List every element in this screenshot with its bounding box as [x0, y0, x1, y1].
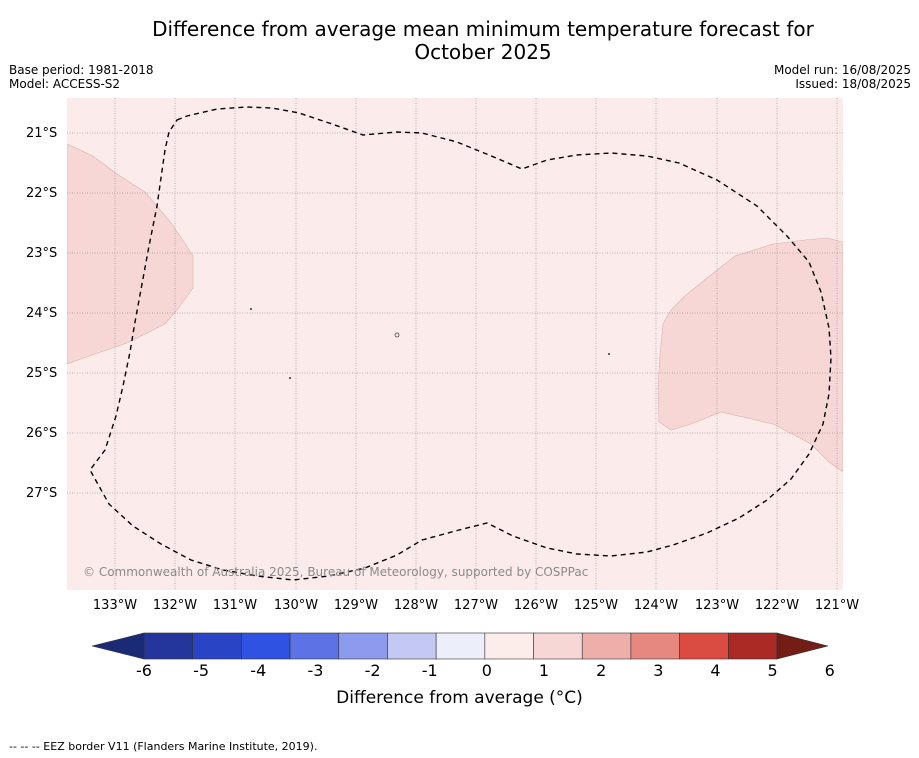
lon-label: 130°W [273, 598, 319, 613]
eez-border [89, 106, 832, 581]
colorbar-segment [241, 632, 291, 660]
colorbar-tick-label: -6 [136, 661, 152, 680]
colorbar-segment [435, 632, 486, 660]
lon-label: 126°W [513, 598, 559, 613]
map-panel [67, 98, 843, 590]
map-title-line1: Difference from average mean minimum tem… [152, 17, 814, 41]
anomaly-region-east [657, 237, 843, 473]
colorbar-tick-label: 6 [824, 661, 835, 680]
island [289, 377, 291, 379]
colorbar-segment [143, 632, 193, 660]
lat-label: 22°S [26, 186, 58, 201]
lon-label: 121°W [814, 598, 860, 613]
colorbar-segment [192, 632, 242, 660]
latitude-gridlines [67, 132, 843, 494]
map-metadata-right: Model run: 16/08/2025 Issued: 18/08/2025 [774, 63, 911, 91]
model-run-text: Model run: 16/08/2025 [773, 63, 911, 77]
base-period-text: Base period: 1981-2018 [9, 63, 154, 77]
lon-label: 127°W [453, 598, 499, 613]
colorbar-tick-label: 5 [767, 661, 778, 680]
colorbar-tick-label: 4 [710, 661, 721, 680]
map-title-line2: October 2025 [414, 40, 552, 64]
colorbar-over-arrow [776, 632, 829, 660]
colorbar-tick-label: 0 [481, 661, 492, 680]
issued-text: Issued: 18/08/2025 [795, 77, 911, 91]
colorbar-tick-label: 1 [538, 661, 550, 680]
map-metadata-left: Base period: 1981-2018 Model: ACCESS-S2 [9, 63, 154, 91]
lon-label: 124°W [633, 598, 679, 613]
colorbar-tick-label: -3 [307, 661, 324, 680]
colorbar-tick-label: -5 [193, 661, 210, 680]
colorbar-tick-label: -4 [250, 661, 267, 680]
lon-label: 129°W [333, 598, 379, 613]
copyright-notice: © Commonwealth of Australia 2025, Bureau… [83, 565, 589, 579]
lat-label: 25°S [26, 366, 58, 381]
lon-label: 122°W [754, 598, 800, 613]
lon-label: 131°W [212, 598, 258, 613]
island [608, 353, 610, 355]
lat-label: 23°S [26, 246, 58, 261]
colorbar-tick-label: -2 [364, 661, 381, 680]
colorbar-segment [338, 632, 388, 660]
anomaly-region-west [67, 143, 194, 365]
colorbar-segment [728, 632, 778, 660]
lon-label: 123°W [694, 598, 740, 613]
lat-label: 27°S [26, 486, 58, 501]
colorbar-segment [289, 632, 340, 660]
lat-label: 26°S [26, 426, 58, 441]
lat-label: 24°S [26, 306, 58, 321]
colorbar-segment [630, 632, 680, 660]
island [394, 332, 400, 338]
colorbar-segment [387, 632, 437, 660]
colorbar-tick-label: 3 [653, 661, 664, 680]
map-title: Difference from average mean minimum tem… [0, 18, 919, 64]
lon-label: 128°W [393, 598, 439, 613]
colorbar-segment [533, 632, 583, 660]
lat-label: 21°S [26, 126, 58, 141]
colorbar [91, 632, 829, 660]
colorbar-segment [484, 632, 534, 660]
lon-label: 132°W [152, 598, 198, 613]
lon-label: 133°W [92, 598, 138, 613]
colorbar-tick-label: -1 [421, 661, 438, 680]
longitude-gridlines [114, 98, 838, 590]
colorbar-under-arrow [91, 632, 145, 660]
colorbar-segment [581, 632, 632, 660]
colorbar-tick-label: 2 [596, 661, 607, 680]
colorbar-label: Difference from average (°C) [336, 688, 583, 708]
island [250, 308, 252, 310]
model-text: Model: ACCESS-S2 [9, 77, 121, 91]
eez-legend-note: -- -- -- EEZ border V11 (Flanders Marine… [9, 740, 318, 753]
lon-label: 125°W [573, 598, 619, 613]
colorbar-segment [679, 632, 729, 660]
